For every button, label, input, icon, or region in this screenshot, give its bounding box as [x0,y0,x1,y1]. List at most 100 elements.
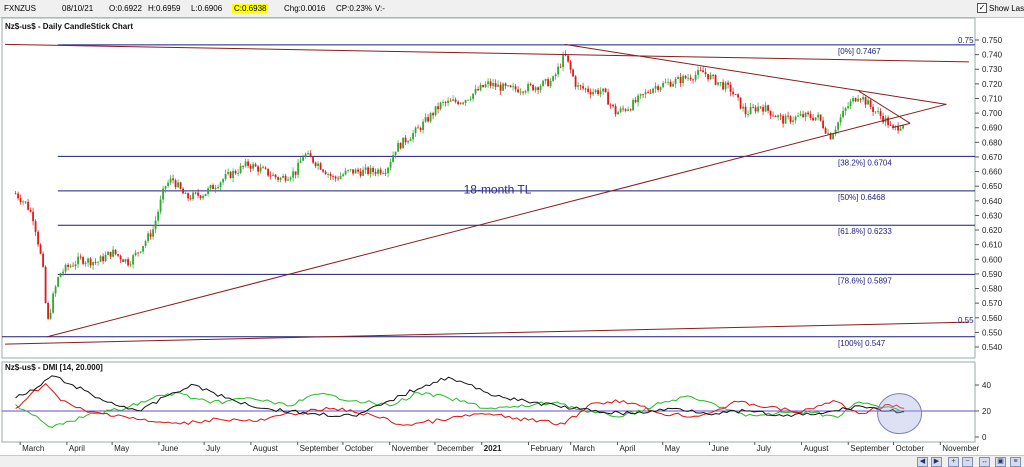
candle-body [867,100,869,105]
x-tick-label: May [114,444,129,453]
candle-body [877,111,879,113]
candle-body [309,153,312,158]
candle-body [737,94,739,98]
candle-body [807,112,809,115]
candle-body [672,83,674,87]
candle-body [669,81,672,87]
fib-level-label: [61.8%] 0.6233 [838,227,892,236]
candle-body [739,97,742,109]
candle-body [374,172,377,174]
candle-body [459,102,462,105]
candle-body [164,186,167,189]
candle-body [622,108,624,110]
candle-body [337,178,339,180]
y-tick-label: 0.750 [982,36,1003,45]
horizontal-scrollbar[interactable]: ◀ ▶ + − ↔ ▣ ≡ [0,455,1024,467]
candle-body [519,91,522,93]
main-plot-frame [1,17,976,359]
candle-body [527,84,529,92]
candle-body [402,137,404,149]
candle-body [554,74,557,77]
candle-body [219,182,222,188]
candle-body [364,167,367,170]
y-tick-label: 0.540 [982,343,1003,352]
date-label: 08/10/21 [62,4,94,13]
candle-body [639,94,642,96]
candle-body [857,98,859,102]
candle-body [592,92,594,95]
show-last-checkbox[interactable]: ✓ [977,3,987,13]
candle-body [834,129,837,135]
candle-body [842,110,844,118]
close-value: C:0.6938 [232,4,269,13]
candle-body [389,162,392,168]
candle-body [62,271,64,274]
candle-body [627,109,629,111]
candle-body [887,117,889,126]
open-value: O:0.6922 [109,4,142,13]
candle-body [839,117,842,123]
candle-body [869,100,872,107]
candle-body [259,167,262,172]
candle-body [549,80,552,87]
candle-body [127,259,129,266]
candle-body [642,94,644,95]
candle-body [272,174,274,176]
candle-body [427,117,429,122]
candle-body [424,117,427,122]
candle-body [332,176,334,177]
trendline [564,43,947,105]
candle-body [817,114,819,118]
candle-body [17,193,19,199]
candle-body [704,72,707,75]
candle-body [434,106,437,116]
y-tick-label: 0.560 [982,314,1003,323]
candle-body [67,264,69,267]
candle-body [749,107,752,115]
candle-body [399,142,402,149]
candle-body [379,169,382,174]
candle-body [584,88,587,90]
y-tick-label: 0.630 [982,211,1003,220]
candle-body [524,91,527,93]
y-tick-label: 0.730 [982,65,1003,74]
candle-body [514,86,517,90]
candle-body [507,85,509,87]
candle-body [249,165,252,169]
candle-body [322,169,324,172]
candle-body [827,132,829,134]
candle-body [319,163,322,170]
chart-canvas: 0.7500.7400.7300.7200.7100.7000.6900.680… [1,17,1003,453]
candle-body [42,253,44,267]
candle-body [767,105,769,111]
x-tick-label: October [896,444,925,453]
candle-body [509,85,512,88]
candle-body [34,221,37,232]
y-tick-label: 0.610 [982,241,1003,250]
candle-body [14,193,17,195]
candle-body [154,220,157,230]
candle-body [619,108,622,113]
candle-body [849,101,852,107]
candle-body [467,99,469,101]
candle-body [54,286,57,294]
candle-body [552,76,554,81]
x-tick-label: October [345,444,374,453]
candle-body [64,264,67,272]
candle-body [809,114,812,118]
candle-body [339,175,342,179]
candle-body [382,172,384,174]
candle-body [697,70,699,75]
show-last-label: Show Last [989,4,1024,13]
candle-body [562,54,564,68]
candle-body [569,61,572,70]
candle-body [582,86,584,89]
candle-body [277,177,279,180]
candle-body [287,179,289,181]
candle-body [232,170,234,178]
candle-body [654,86,657,89]
candle-body [452,99,454,101]
candle-body [722,82,724,90]
candle-body [574,76,577,87]
candle-body [439,102,442,110]
